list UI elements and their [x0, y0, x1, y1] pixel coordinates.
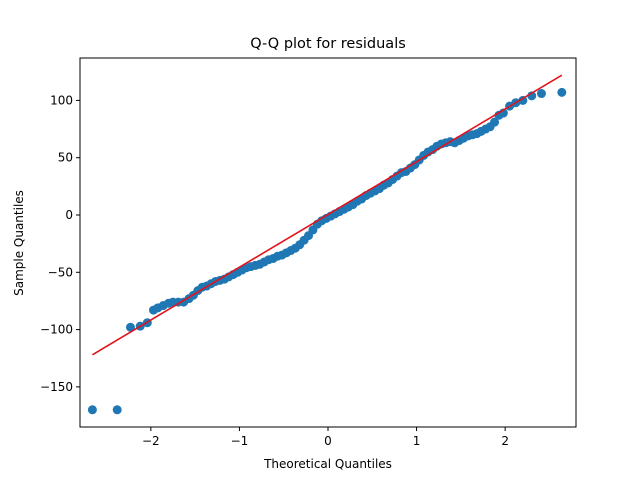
chart-title: Q-Q plot for residuals [250, 36, 406, 52]
data-point [557, 87, 567, 97]
x-tick-label: 2 [501, 434, 509, 448]
y-tick-label: −50 [48, 265, 73, 279]
x-tick-label: −1 [231, 434, 249, 448]
plot-marks [87, 74, 567, 415]
data-point [125, 322, 135, 332]
plot-frame [79, 57, 577, 428]
reference-line [91, 74, 563, 356]
data-point [112, 405, 122, 415]
y-tick-label: 50 [58, 151, 73, 165]
data-point [536, 89, 546, 99]
x-axis-label: Theoretical Quantiles [263, 457, 392, 471]
data-point [518, 95, 528, 105]
x-tick-label: −2 [142, 434, 160, 448]
data-point [490, 117, 500, 127]
y-tick-label: −150 [40, 380, 73, 394]
y-axis-label: Sample Quantiles [12, 190, 26, 296]
x-tick-label: 0 [324, 434, 332, 448]
axes-ticks: −2 −1 0 1 2 −150 −100 −50 0 50 100 [40, 93, 509, 448]
y-tick-label: 0 [65, 208, 73, 222]
data-point [87, 405, 97, 415]
x-tick-label: 1 [413, 434, 421, 448]
y-tick-label: 100 [50, 93, 73, 107]
y-tick-label: −100 [40, 323, 73, 337]
